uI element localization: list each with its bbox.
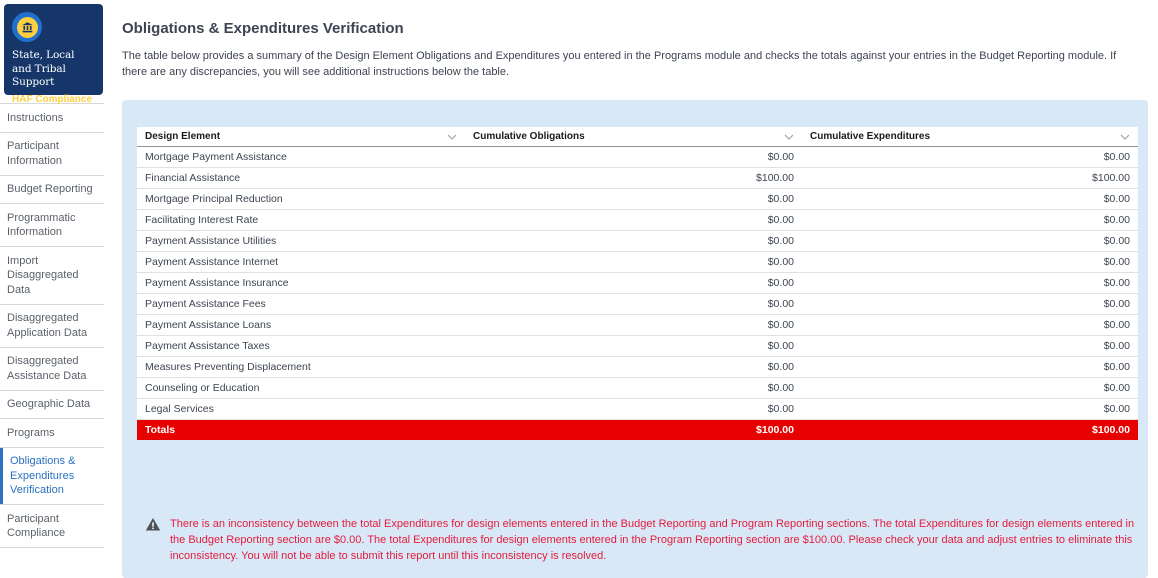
column-label: Cumulative Expenditures (810, 131, 931, 142)
table-row: Legal Services $0.00 $0.00 (137, 398, 1138, 420)
obligations-cell: $0.00 (465, 398, 802, 420)
sidebar-item-programs[interactable]: Programs (0, 419, 104, 448)
table-row: Payment Assistance Utilities $0.00 $0.00 (137, 230, 1138, 252)
totals-expenditures: $100.00 (802, 419, 1138, 440)
obligations-cell: $0.00 (465, 146, 802, 168)
chevron-down-icon[interactable] (1120, 134, 1130, 140)
org-name: State, Local and Tribal Support (12, 49, 75, 89)
expenditures-cell: $0.00 (802, 188, 1138, 210)
warning-message: There is an inconsistency between the to… (145, 516, 1141, 564)
obligations-cell: $0.00 (465, 314, 802, 336)
column-label: Cumulative Obligations (473, 131, 585, 142)
table-row: Measures Preventing Displacement $0.00 $… (137, 356, 1138, 378)
app-logo: State, Local and Tribal Support HAF Comp… (4, 4, 103, 105)
sidebar-item-import-disaggregated-data[interactable]: Import Disaggregated Data (0, 247, 104, 305)
sidebar-item-geographic-data[interactable]: Geographic Data (0, 391, 104, 419)
table-body: Mortgage Payment Assistance $0.00 $0.00 … (137, 146, 1138, 420)
page-title: Obligations & Expenditures Verification (122, 20, 404, 37)
column-header-design-element[interactable]: Design Element (137, 127, 465, 147)
table-header-row: Design Element Cumulative Obligations (137, 127, 1138, 147)
table-row: Payment Assistance Internet $0.00 $0.00 (137, 251, 1138, 273)
sidebar: State, Local and Tribal Support HAF Comp… (0, 0, 104, 578)
expenditures-cell: $0.00 (802, 293, 1138, 315)
column-label: Design Element (145, 131, 221, 142)
expenditures-cell: $0.00 (802, 230, 1138, 252)
expenditures-cell: $0.00 (802, 251, 1138, 273)
design-element-cell: Facilitating Interest Rate (137, 209, 465, 231)
obligations-cell: $0.00 (465, 209, 802, 231)
table-row: Financial Assistance $100.00 $100.00 (137, 167, 1138, 189)
design-element-cell: Financial Assistance (137, 167, 465, 189)
expenditures-cell: $0.00 (802, 377, 1138, 399)
sidebar-item-obligations-expenditures-verification[interactable]: Obligations & Expenditures Verification (0, 448, 104, 505)
table-row: Mortgage Principal Reduction $0.00 $0.00 (137, 188, 1138, 210)
expenditures-cell: $100.00 (802, 167, 1138, 189)
sidebar-item-participant-information[interactable]: Participant Information (0, 133, 104, 176)
warning-triangle-icon (145, 517, 161, 531)
table-row: Payment Assistance Fees $0.00 $0.00 (137, 293, 1138, 315)
sidebar-item-instructions[interactable]: Instructions (0, 104, 104, 133)
expenditures-cell: $0.00 (802, 272, 1138, 294)
table-row: Facilitating Interest Rate $0.00 $0.00 (137, 209, 1138, 231)
column-header-cumulative-obligations[interactable]: Cumulative Obligations (465, 127, 802, 147)
design-element-cell: Counseling or Education (137, 377, 465, 399)
expenditures-cell: $0.00 (802, 209, 1138, 231)
expenditures-cell: $0.00 (802, 146, 1138, 168)
sidebar-item-programmatic-information[interactable]: Programmatic Information (0, 204, 104, 247)
design-element-cell: Mortgage Payment Assistance (137, 146, 465, 168)
warning-text: There is an inconsistency between the to… (170, 518, 1135, 562)
bank-icon (12, 12, 42, 42)
table-row: Counseling or Education $0.00 $0.00 (137, 377, 1138, 399)
design-element-cell: Payment Assistance Utilities (137, 230, 465, 252)
obligations-cell: $0.00 (465, 335, 802, 357)
sidebar-item-disaggregated-application-data[interactable]: Disaggregated Application Data (0, 305, 104, 348)
table-row: Mortgage Payment Assistance $0.00 $0.00 (137, 146, 1138, 168)
table-row: Payment Assistance Taxes $0.00 $0.00 (137, 335, 1138, 357)
design-element-cell: Payment Assistance Taxes (137, 335, 465, 357)
obligations-cell: $0.00 (465, 356, 802, 378)
design-element-cell: Payment Assistance Fees (137, 293, 465, 315)
obligations-cell: $0.00 (465, 230, 802, 252)
design-element-cell: Measures Preventing Displacement (137, 356, 465, 378)
table-row: Payment Assistance Loans $0.00 $0.00 (137, 314, 1138, 336)
expenditures-cell: $0.00 (802, 398, 1138, 420)
verification-panel: Design Element Cumulative Obligations (122, 100, 1148, 578)
design-element-cell: Legal Services (137, 398, 465, 420)
table-row: Payment Assistance Insurance $0.00 $0.00 (137, 272, 1138, 294)
obligations-cell: $0.00 (465, 251, 802, 273)
totals-obligations: $100.00 (465, 419, 802, 440)
sidebar-item-disaggregated-assistance-data[interactable]: Disaggregated Assistance Data (0, 348, 104, 391)
obligations-cell: $0.00 (465, 188, 802, 210)
expenditures-cell: $0.00 (802, 335, 1138, 357)
obligations-cell: $0.00 (465, 272, 802, 294)
obligations-cell: $100.00 (465, 167, 802, 189)
design-element-cell: Payment Assistance Internet (137, 251, 465, 273)
expenditures-cell: $0.00 (802, 356, 1138, 378)
totals-row: Totals $100.00 $100.00 (137, 419, 1138, 440)
design-element-cell: Payment Assistance Insurance (137, 272, 465, 294)
obligations-cell: $0.00 (465, 377, 802, 399)
verification-table: Design Element Cumulative Obligations (137, 127, 1138, 440)
sidebar-item-budget-reporting[interactable]: Budget Reporting (0, 176, 104, 204)
app-name: HAF Compliance (12, 93, 93, 105)
column-header-cumulative-expenditures[interactable]: Cumulative Expenditures (802, 127, 1138, 147)
sidebar-nav: Instructions Participant Information Budge… (0, 103, 104, 548)
bank-glyph (21, 21, 33, 32)
design-element-cell: Mortgage Principal Reduction (137, 188, 465, 210)
chevron-down-icon[interactable] (784, 134, 794, 140)
obligations-cell: $0.00 (465, 293, 802, 315)
chevron-down-icon[interactable] (447, 134, 457, 140)
totals-label: Totals (137, 419, 465, 440)
design-element-cell: Payment Assistance Loans (137, 314, 465, 336)
main-header: Obligations & Expenditures Verification … (122, 0, 1148, 80)
page-description: The table below provides a summary of th… (122, 50, 1117, 78)
expenditures-cell: $0.00 (802, 314, 1138, 336)
sidebar-item-participant-compliance[interactable]: Participant Compliance (0, 505, 104, 548)
